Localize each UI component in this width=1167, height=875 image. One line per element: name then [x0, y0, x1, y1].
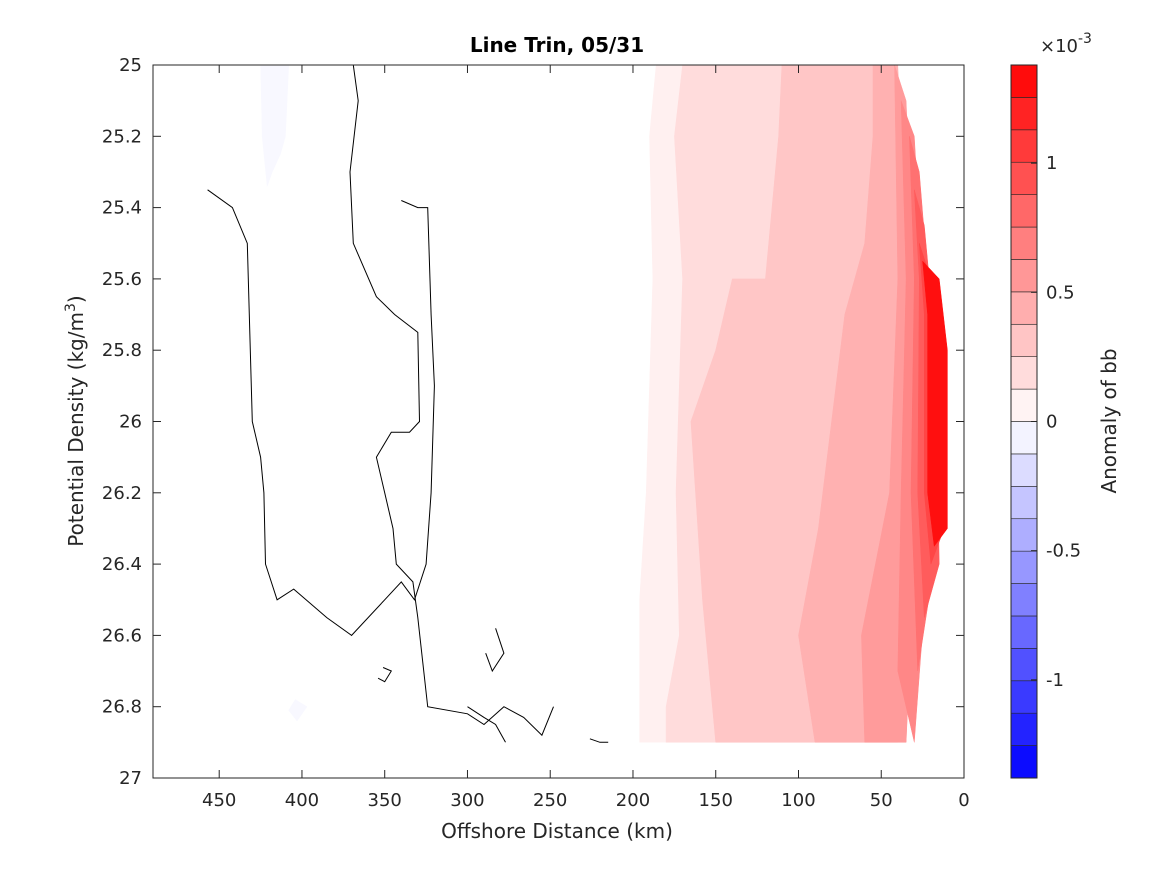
zero-contour-lines [207, 65, 609, 743]
colorbar-level-13 [1010, 323, 1038, 357]
zero-contour-line-5 [589, 738, 609, 743]
zero-contour-line-2 [485, 628, 505, 673]
colorbar-level-15 [1010, 259, 1038, 293]
colorbar-tick-label-2: 0 [1046, 412, 1057, 433]
colorbar-level-14 [1010, 291, 1038, 325]
y-tick-label-10: 27 [119, 768, 142, 789]
colorbar-level-16 [1010, 226, 1038, 260]
colorbar-level-17 [1010, 194, 1038, 228]
zero-contour-line-1 [207, 189, 435, 637]
colorbar-tick-label-3: -0.5 [1046, 541, 1081, 562]
zero-contour-line-0 [349, 65, 554, 737]
colorbar-level-8 [1010, 486, 1038, 520]
colorbar-tick-label-4: -1 [1046, 670, 1064, 691]
x-tick-label-200: 200 [616, 790, 650, 811]
chart-title: Line Trin, 05/31 [470, 33, 644, 57]
y-tick-label-9: 26.8 [102, 697, 142, 718]
colorbar-level-9 [1010, 453, 1038, 487]
colorbar-level-2 [1010, 680, 1038, 714]
x-tick-label-150: 150 [699, 790, 733, 811]
y-tick-label-7: 26.4 [102, 554, 142, 575]
x-tick-label-450: 450 [202, 790, 236, 811]
colorbar-level-0 [1010, 745, 1038, 779]
colorbar-level-5 [1010, 583, 1038, 617]
x-tick-label-0: 0 [958, 790, 969, 811]
colorbar-level-11 [1010, 388, 1038, 422]
y-axis-label-tail: ) [64, 295, 88, 303]
y-tick-label-3: 25.6 [102, 269, 142, 290]
y-axis-label-superscript: 3 [63, 303, 79, 312]
colorbar-level-18 [1010, 161, 1038, 195]
colorbar-level-12 [1010, 356, 1038, 390]
x-tick-label-350: 350 [368, 790, 402, 811]
y-tick-label-4: 25.8 [102, 340, 142, 361]
x-tick-label-300: 300 [450, 790, 484, 811]
colorbar-level-6 [1010, 550, 1038, 584]
colorbar-tick-label-0: 1 [1046, 153, 1057, 174]
colorbar-level-10 [1010, 421, 1038, 455]
x-axis-label: Offshore Distance (km) [441, 819, 673, 843]
contour-region-0 [260, 65, 289, 187]
zero-contour-line-4 [467, 706, 506, 743]
colorbar-level-4 [1010, 615, 1038, 649]
y-tick-label-0: 25 [119, 55, 142, 76]
x-tick-label-50: 50 [870, 790, 893, 811]
x-tick-label-400: 400 [285, 790, 319, 811]
y-tick-label-6: 26.2 [102, 483, 142, 504]
y-axis-label: Potential Density (kg/m3) [63, 295, 88, 546]
y-tick-label-5: 26 [119, 412, 142, 433]
colorbar-multiplier-exponent: -3 [1078, 31, 1092, 47]
colorbar-level-7 [1010, 518, 1038, 552]
colorbar-level-1 [1010, 712, 1038, 746]
colorbar-level-20 [1010, 97, 1038, 131]
y-tick-label-8: 26.6 [102, 625, 142, 646]
x-tick-label-250: 250 [533, 790, 567, 811]
colorbar-level-3 [1010, 648, 1038, 682]
y-tick-label-1: 25.2 [102, 126, 142, 147]
colorbar: 1 0.5 0 -0.5 -1 ×10-3 Anomaly of bb [1010, 31, 1121, 779]
colorbar-tick-label-1: 0.5 [1046, 282, 1075, 303]
x-tick-label-100: 100 [781, 790, 815, 811]
colorbar-multiplier: ×10-3 [1040, 31, 1092, 57]
plot-area: 450 400 350 300 250 200 150 100 50 0 2525.225.425… [102, 55, 970, 811]
contour-fill-regions [260, 65, 948, 743]
y-axis-ticks: 25 25.2 25.4 25.6 25.8 26 26.2 26.4 26.6 26.8 27 [102, 55, 964, 789]
contour-region-11 [922, 260, 948, 547]
colorbar-multiplier-base: ×10 [1040, 36, 1078, 57]
zero-contour-line-3 [377, 667, 393, 683]
colorbar-label: Anomaly of bb [1097, 348, 1121, 493]
colorbar-level-21 [1010, 64, 1038, 98]
colorbar-level-19 [1010, 129, 1038, 163]
plot-frame [152, 64, 965, 779]
y-axis-label-main: Potential Density (kg/m [64, 312, 88, 547]
y-tick-label-2: 25.4 [102, 198, 142, 219]
contour-region-1 [288, 699, 308, 722]
